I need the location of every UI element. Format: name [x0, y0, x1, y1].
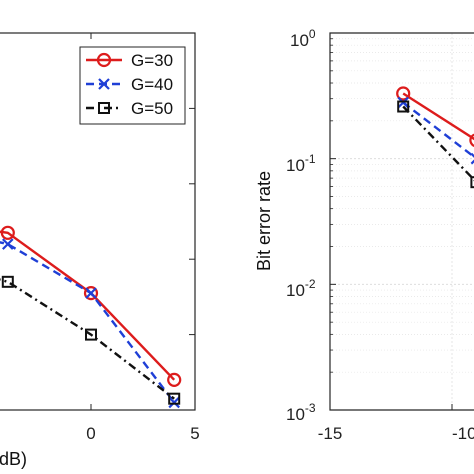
legend-entry-g50: G=50	[86, 99, 173, 118]
left-point-g30-2	[0, 225, 15, 240]
right-series-line-g40	[402, 101, 474, 159]
left-plot-frame	[0, 32, 196, 411]
left-plot-panel: 0 5 dB) G=30 G=40 G=50	[0, 32, 200, 469]
left-point-g40-3	[85, 287, 97, 299]
left-x-tick-label-0: 0	[86, 424, 95, 443]
left-series-line-g50	[0, 278, 175, 400]
legend-marker-g30	[96, 52, 112, 68]
left-point-g40-4	[168, 396, 180, 409]
right-point-g30-1	[469, 133, 474, 147]
right-series-line-g30	[402, 92, 474, 141]
right-plot-frame	[329, 32, 474, 411]
left-series-group	[0, 225, 182, 409]
right-plot-background	[330, 33, 474, 410]
right-point-g40-1	[470, 152, 474, 165]
left-x-axis-label: dB)	[0, 449, 27, 469]
legend-label-g30: G=30	[131, 51, 173, 70]
legend-label-g40: G=40	[131, 75, 173, 94]
legend-entry-g40: G=40	[86, 75, 173, 94]
left-point-g30-4	[167, 372, 182, 387]
legend: G=30 G=40 G=50	[79, 46, 186, 125]
svg-text:10-2: 10-2	[286, 277, 316, 300]
left-point-g50-4	[168, 392, 181, 405]
right-point-g30-0	[396, 86, 411, 101]
legend-entry-g30: G=30	[86, 51, 173, 70]
left-point-g30-3	[83, 286, 99, 301]
left-point-g40-2	[2, 238, 14, 250]
right-y-tick-label-0: 100	[290, 27, 316, 50]
legend-label-g50: G=50	[131, 99, 173, 118]
svg-text:10-1: 10-1	[286, 152, 316, 175]
svg-text:100: 100	[290, 27, 316, 50]
right-x-tick-label-1: -10	[452, 424, 474, 443]
svg-text:10-3: 10-3	[286, 401, 316, 424]
right-y-axis-label: Bit error rate	[254, 171, 274, 271]
right-y-tick-label-1: 10-1	[286, 152, 316, 175]
right-plot-panel: 100 10-1 10-2 10-3 -15 -10 Bit error rat…	[254, 27, 474, 443]
left-x-tick-label-1: 5	[190, 424, 199, 443]
right-y-tick-label-3: 10-3	[286, 401, 316, 424]
left-point-g50-2	[1, 275, 14, 288]
right-y-tick-label-2: 10-2	[286, 277, 316, 300]
legend-marker-g40	[98, 78, 110, 90]
left-series-line-g30	[0, 230, 176, 381]
left-point-g50-3	[85, 328, 97, 341]
right-series-group	[396, 86, 474, 189]
right-x-tick-label-0: -15	[318, 424, 343, 443]
legend-marker-g50	[98, 102, 110, 114]
right-point-g50-1	[470, 176, 474, 189]
right-point-g50-0	[397, 100, 410, 113]
